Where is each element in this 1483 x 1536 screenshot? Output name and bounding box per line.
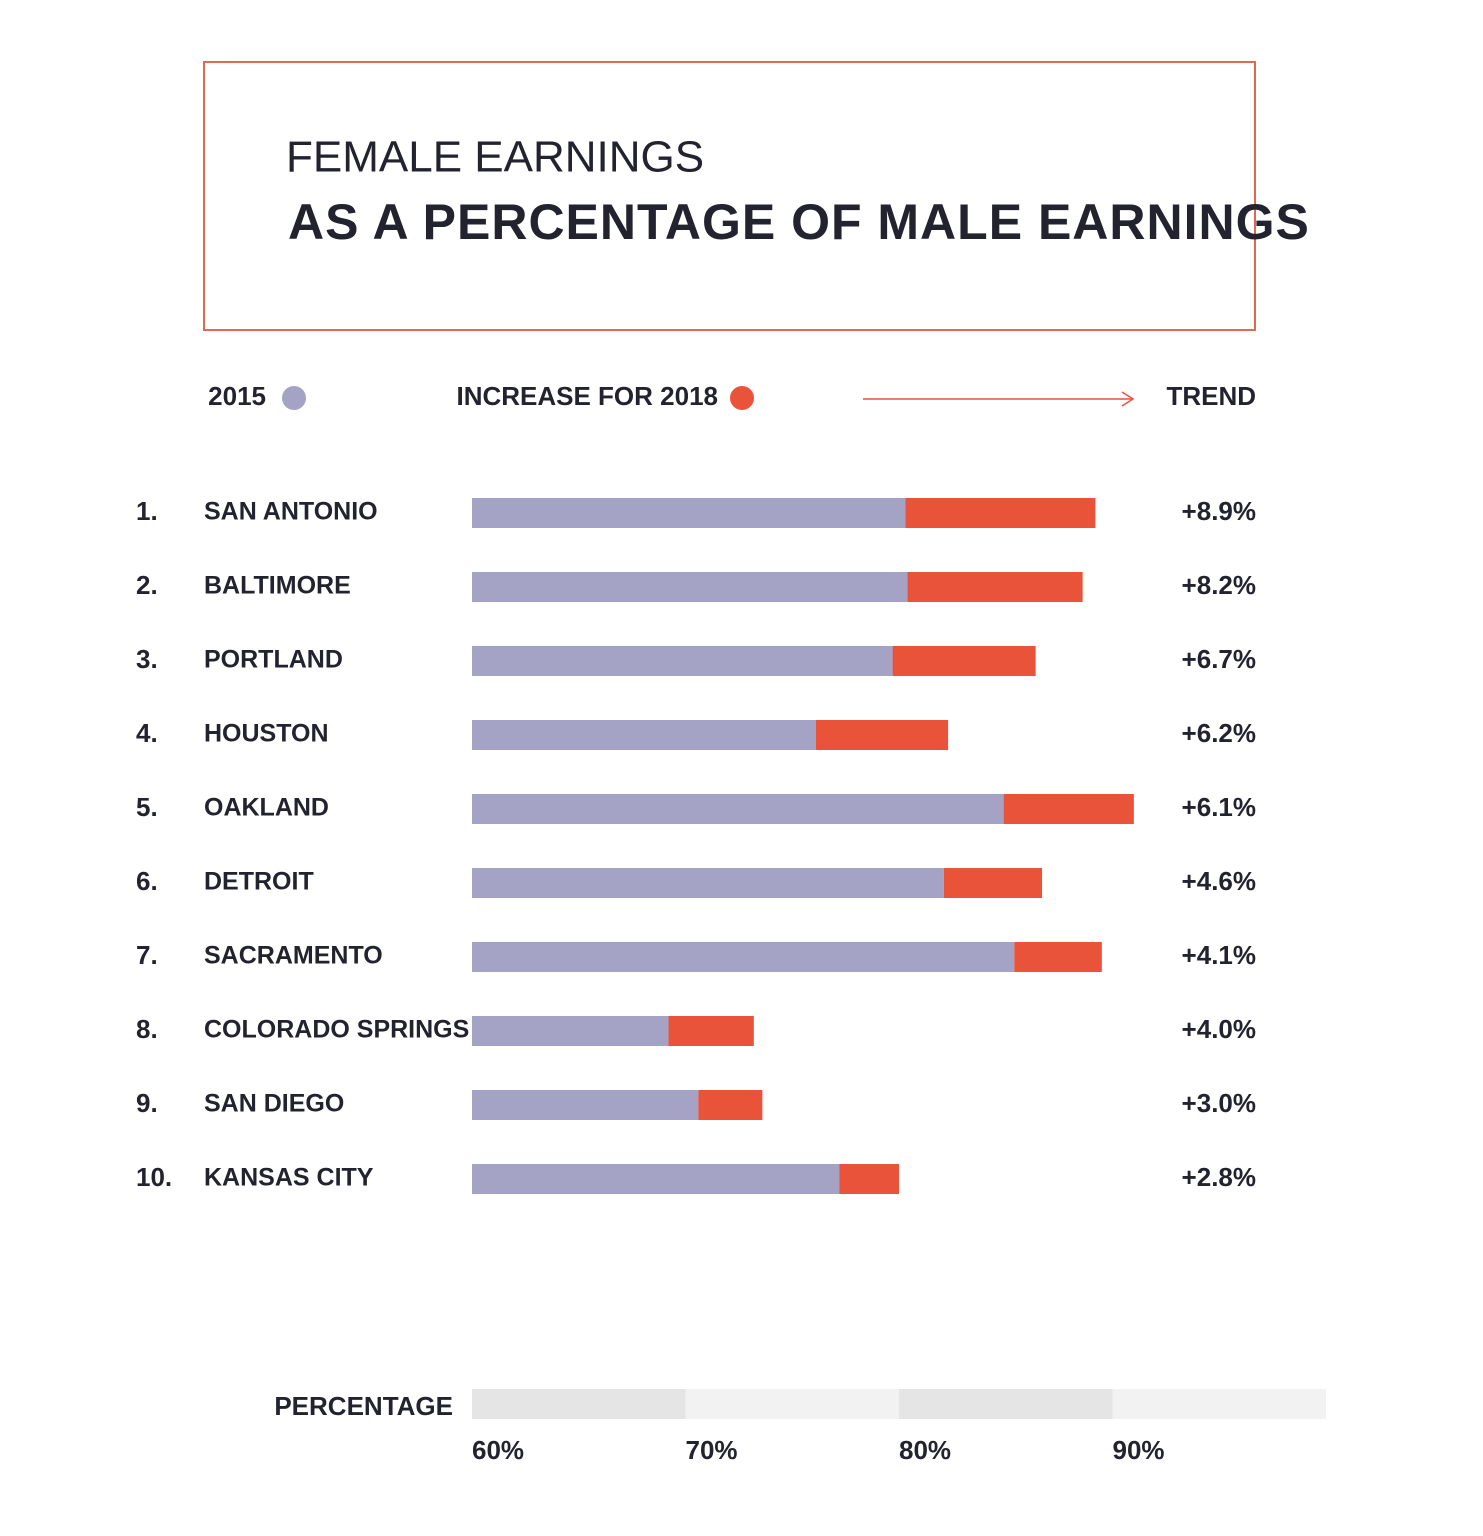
bar-segment bbox=[472, 572, 908, 602]
bar-segment bbox=[698, 1090, 763, 1120]
bar-segment bbox=[892, 646, 1036, 676]
chart-subtitle: AS A PERCENTAGE OF MALE EARNINGS bbox=[288, 194, 1310, 250]
trend-label: +2.8% bbox=[1182, 1162, 1256, 1192]
bar-segment bbox=[472, 646, 893, 676]
bar-segment bbox=[905, 498, 1096, 528]
y-tick-label: PORTLAND bbox=[204, 646, 343, 674]
rank: 2. bbox=[136, 570, 158, 600]
axis-band bbox=[899, 1389, 1113, 1419]
y-tick-label: COLORADO SPRINGS bbox=[204, 1016, 469, 1044]
title-box bbox=[203, 61, 1256, 331]
rank: 7. bbox=[136, 940, 158, 970]
bar-segment bbox=[472, 498, 906, 528]
x-tick-label: 60% bbox=[472, 1435, 524, 1465]
bar-segment bbox=[472, 794, 1004, 824]
axis-band bbox=[472, 1389, 686, 1419]
rank: 5. bbox=[136, 792, 158, 822]
bar-segment bbox=[668, 1016, 754, 1046]
bar-segment bbox=[472, 868, 944, 898]
trend-label: +6.1% bbox=[1182, 792, 1256, 822]
axis-band bbox=[1112, 1389, 1326, 1419]
trend-label: +4.6% bbox=[1182, 866, 1256, 896]
y-tick-label: SAN ANTONIO bbox=[204, 498, 378, 526]
chart-title: FEMALE EARNINGS bbox=[286, 133, 704, 182]
axis-band bbox=[685, 1389, 899, 1419]
trend-label: +4.0% bbox=[1182, 1014, 1256, 1044]
y-tick-label: OAKLAND bbox=[204, 794, 329, 822]
bar-segment bbox=[839, 1164, 899, 1194]
legend-label: 2015 bbox=[208, 381, 266, 411]
trend-header: TREND bbox=[1166, 381, 1256, 411]
trend-label: +4.1% bbox=[1182, 940, 1256, 970]
x-tick-label: 80% bbox=[899, 1435, 951, 1465]
x-axis-label: PERCENTAGE bbox=[274, 1391, 453, 1421]
legend-swatch bbox=[282, 386, 306, 410]
y-tick-label: SACRAMENTO bbox=[204, 942, 383, 970]
y-tick-label: HOUSTON bbox=[204, 720, 329, 748]
rank: 9. bbox=[136, 1088, 158, 1118]
y-tick-label: SAN DIEGO bbox=[204, 1090, 344, 1118]
rank: 3. bbox=[136, 644, 158, 674]
rank: 4. bbox=[136, 718, 158, 748]
rank: 1. bbox=[136, 496, 158, 526]
bar-segment bbox=[472, 1090, 699, 1120]
y-tick-label: BALTIMORE bbox=[204, 572, 351, 600]
bar-segment bbox=[472, 942, 1015, 972]
trend-label: +3.0% bbox=[1182, 1088, 1256, 1118]
bar-segment bbox=[472, 720, 816, 750]
trend-arrow-head bbox=[1121, 391, 1135, 407]
y-tick-label: DETROIT bbox=[204, 868, 314, 896]
bar-segment bbox=[907, 572, 1083, 602]
trend-label: +8.9% bbox=[1182, 496, 1256, 526]
legend-label: INCREASE FOR 2018 bbox=[456, 381, 718, 411]
trend-label: +8.2% bbox=[1182, 570, 1256, 600]
bar-segment bbox=[1003, 794, 1134, 824]
bar-segment bbox=[472, 1164, 840, 1194]
rank: 6. bbox=[136, 866, 158, 896]
x-tick-label: 90% bbox=[1113, 1435, 1165, 1465]
y-tick-label: KANSAS CITY bbox=[204, 1164, 374, 1192]
rank: 8. bbox=[136, 1014, 158, 1044]
x-tick-label: 70% bbox=[686, 1435, 738, 1465]
trend-label: +6.7% bbox=[1182, 644, 1256, 674]
legend-swatch bbox=[730, 386, 754, 410]
trend-label: +6.2% bbox=[1182, 718, 1256, 748]
rank: 10. bbox=[136, 1162, 172, 1192]
bar-segment bbox=[472, 1016, 669, 1046]
bar-segment bbox=[815, 720, 949, 750]
bar-segment bbox=[1014, 942, 1102, 972]
bar-segment bbox=[943, 868, 1043, 898]
